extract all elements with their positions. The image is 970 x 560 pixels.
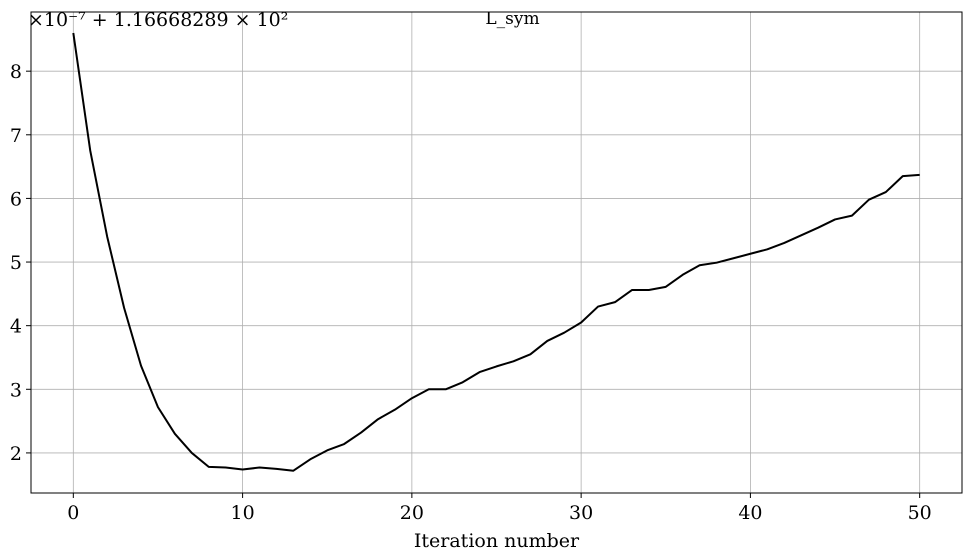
- y-tick-label: 4: [10, 316, 22, 338]
- y-tick-label: 7: [10, 125, 22, 147]
- x-tick-label: 10: [230, 502, 254, 524]
- y-offset-label: ×10⁻⁷ + 1.16668289 × 10²: [28, 9, 288, 31]
- y-tick-label: 6: [10, 188, 22, 210]
- y-tick-label: 8: [10, 61, 22, 83]
- x-tick-label: 50: [908, 502, 932, 524]
- y-tick-label: 2: [10, 443, 22, 465]
- x-axis-ticks: 0 10 20 30 40 50: [67, 493, 932, 524]
- y-axis-ticks: 2 3 4 5 6 7 8: [10, 61, 31, 465]
- grid-lines: [31, 12, 962, 493]
- y-tick-label: 5: [10, 252, 22, 274]
- series-line: [72, 32, 920, 472]
- x-tick-label: 20: [400, 502, 424, 524]
- data-points: [73, 33, 919, 471]
- x-tick-label: 0: [67, 502, 79, 524]
- x-tick-label: 40: [738, 502, 762, 524]
- plot-frame: [30, 11, 963, 494]
- x-tick-label: 30: [569, 502, 593, 524]
- chart-title: L_sym: [485, 9, 539, 29]
- y-tick-label: 3: [10, 379, 22, 401]
- x-axis-title: Iteration number: [414, 530, 580, 552]
